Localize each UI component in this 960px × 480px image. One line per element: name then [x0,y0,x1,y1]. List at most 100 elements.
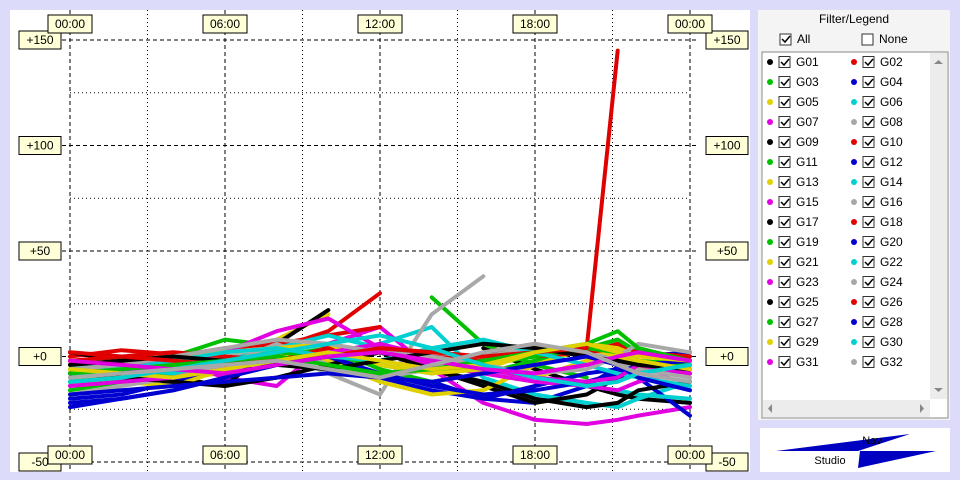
all-checkbox[interactable] [779,33,792,46]
legend-checkbox[interactable] [862,116,875,128]
checkmark [864,358,874,367]
legend-checkbox[interactable] [862,236,875,248]
checkmark [780,218,790,227]
legend-label: G28 [880,315,903,329]
tick-label: +0 [33,350,47,364]
tick-box [18,241,62,261]
legend-label: G08 [880,115,903,129]
legend: G01 G02 G03 G04 G05 G06 G07 G08 G09 G10 G11 G12 G13 G… [767,55,903,369]
legend-checkbox[interactable] [862,356,875,368]
legend-dot [767,279,773,285]
legend-checkbox[interactable] [778,296,791,308]
legend-checkbox[interactable] [778,256,791,268]
legend-label: G05 [796,95,819,109]
legend-checkbox[interactable] [778,56,791,68]
legend-label: G16 [880,195,903,209]
legend-checkbox[interactable] [778,216,791,228]
legend-dot [851,179,857,185]
legend-checkbox[interactable] [778,136,791,148]
tick-label: 00:00 [675,448,705,462]
checkmark [780,298,790,307]
tick-label: -50 [31,455,49,469]
scroll-up[interactable] [934,60,943,64]
legend-label: G24 [880,275,903,289]
legend-dot [851,139,857,145]
scroll-down[interactable] [934,388,943,392]
legend-label: G20 [880,235,903,249]
legend-dot [851,299,857,305]
tick-box [47,445,93,465]
scroll-right[interactable] [920,404,924,413]
legend-checkbox[interactable] [778,176,791,188]
legend-dot [767,359,773,365]
legend-checkbox[interactable] [778,316,791,328]
ticks: +150 +150 +100 +100 +50 +50 +0 +0 -50 -50 00:00 00:… [18,14,749,472]
legend-dot [767,59,773,65]
legend-checkbox[interactable] [778,276,791,288]
legend-dot [851,239,857,245]
legend-checkbox[interactable] [862,216,875,228]
legend-label: G14 [880,175,903,189]
all-label[interactable]: All [797,32,810,46]
legend-dot [851,99,857,105]
legend-label: G27 [796,315,819,329]
v-scrollbar[interactable] [930,53,947,399]
legend-label: G32 [880,355,903,369]
legend-checkbox[interactable] [778,116,791,128]
checkmark [864,158,874,167]
scroll-left[interactable] [768,404,772,413]
legend-checkbox[interactable] [862,256,875,268]
logo-shape [776,434,910,451]
checkmark [780,258,790,267]
legend-dot [851,259,857,265]
tick-box [202,14,248,34]
legend-checkbox[interactable] [862,56,875,68]
checkmark [864,178,874,187]
tick-label: +50 [717,244,738,258]
none-checkbox[interactable] [861,33,874,46]
h-scrollbar[interactable] [763,400,930,417]
tick-label: 00:00 [55,448,85,462]
legend-label: G21 [796,255,819,269]
legend-checkbox[interactable] [778,236,791,248]
legend-checkbox[interactable] [778,96,791,108]
legend-checkbox[interactable] [778,156,791,168]
legend-checkbox[interactable] [862,76,875,88]
legend-checkbox[interactable] [862,196,875,208]
legend-dot [851,359,857,365]
none-label[interactable]: None [879,32,908,46]
legend-checkbox[interactable] [778,196,791,208]
checkmark [780,278,790,287]
legend-label: G31 [796,355,819,369]
checkmark [780,238,790,247]
legend-checkbox[interactable] [862,156,875,168]
tick-label: 18:00 [520,17,550,31]
tick-box [512,445,558,465]
legend-dot [851,279,857,285]
legend-label: G29 [796,335,819,349]
legend-checkbox[interactable] [862,276,875,288]
tick-label: 00:00 [55,17,85,31]
legend-label: G25 [796,295,819,309]
legend-checkbox[interactable] [778,76,791,88]
logo-bottom: Studio [814,455,845,467]
legend-dot [767,299,773,305]
legend-checkbox[interactable] [862,296,875,308]
legend-checkbox[interactable] [778,356,791,368]
tick-box [47,14,93,34]
legend-checkbox[interactable] [862,336,875,348]
checkmark [864,338,874,347]
legend-label: G11 [796,155,818,169]
legend-checkbox[interactable] [862,96,875,108]
legend-label: G30 [880,335,903,349]
legend-dot [767,119,773,125]
legend-checkbox[interactable] [862,316,875,328]
legend-checkbox[interactable] [862,136,875,148]
series-line [68,341,692,380]
legend-checkbox[interactable] [862,176,875,188]
legend-dot [767,219,773,225]
checkmark [780,318,790,327]
legend-checkbox[interactable] [778,336,791,348]
tick-box [667,14,713,34]
